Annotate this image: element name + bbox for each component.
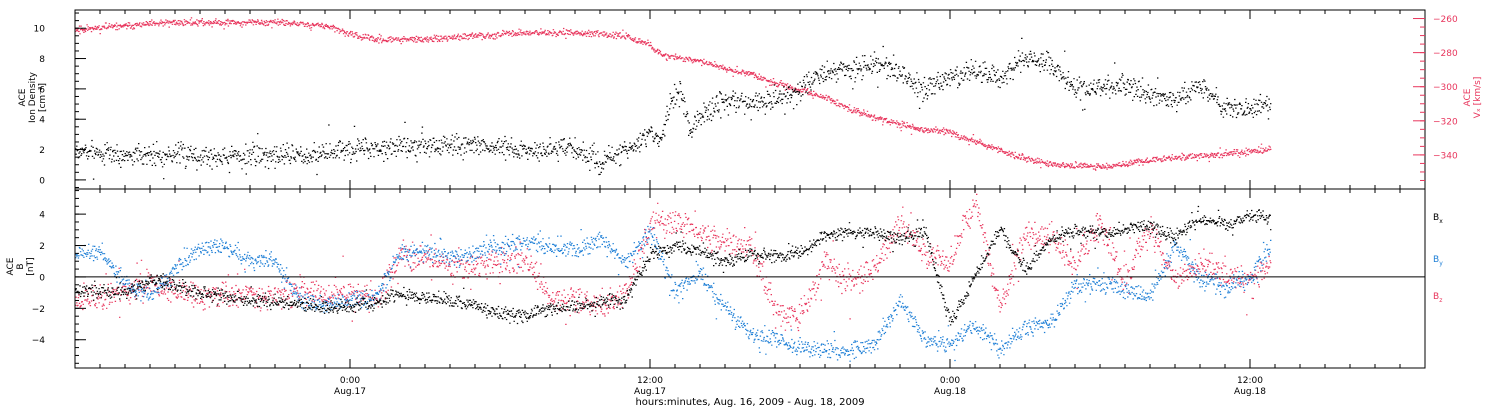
panel-2-frame — [74, 188, 1426, 369]
x-tick-label-time-0: 0:00 — [340, 376, 360, 386]
y-axis-left-2-tick-label: −2 — [32, 305, 45, 315]
y-axis-left-1-tick-label: 6 — [39, 85, 45, 95]
y-axis-1-title: ACE Ion Density [cm⁻³] — [18, 71, 48, 123]
legend-bz: Bz — [1433, 292, 1442, 304]
x-tick-label-time-3: 12:00 — [1237, 376, 1263, 386]
y-axis-left-1-tick-label: 10 — [34, 25, 46, 35]
legend-by: By — [1433, 255, 1443, 267]
x-axis-title: hours:minutes, Aug. 16, 2009 - Aug. 18, … — [635, 397, 864, 408]
points-layer — [75, 17, 1272, 362]
labels-layer: hours:minutes, Aug. 16, 2009 - Aug. 18, … — [6, 15, 1483, 408]
series-by — [75, 225, 1272, 362]
y-axis-right-tick-label: −320 — [1433, 117, 1458, 127]
x-tick-label-date-2: Aug.18 — [934, 387, 966, 397]
x-tick-label-date-0: Aug.17 — [334, 387, 366, 397]
series-ion-density — [75, 37, 1272, 180]
y-axis-right-tick-label: −340 — [1433, 151, 1458, 161]
y-axis-left-1-tick-label: 4 — [39, 116, 45, 126]
y-axis-2-title: ACE B [nT] — [6, 257, 36, 275]
y-axis-2-title-line: [nT] — [26, 257, 36, 275]
x-tick-label-date-1: Aug.17 — [634, 387, 666, 397]
legend-bx: Bx — [1433, 213, 1443, 225]
y-axis-right-title: ACE Vₓ [km/s] — [1463, 77, 1483, 119]
series-by-points — [75, 225, 1272, 362]
y-axis-right-tick-label: −260 — [1433, 15, 1458, 25]
y-axis-left-1-tick-label: 2 — [39, 146, 45, 156]
y-axis-1-title-line: Ion Density — [28, 71, 38, 123]
y-axis-left-2-tick-label: −4 — [32, 336, 46, 346]
y-axis-right-title-line: Vₓ [km/s] — [1473, 77, 1483, 119]
y-axis-left-2-tick-label: 0 — [39, 273, 45, 283]
y-axis-left-1-tick-label: 8 — [39, 55, 45, 65]
y-axis-2-title-line: ACE — [6, 257, 16, 275]
x-tick-label-date-3: Aug.18 — [1234, 387, 1266, 397]
y-axis-left-2-tick-label: 4 — [39, 211, 45, 221]
y-axis-left-1-tick-label: 0 — [39, 176, 45, 186]
y-axis-2-title-line: B — [16, 263, 26, 269]
y-axis-1-title-line: ACE — [18, 88, 28, 106]
y-axis-right-tick-label: −300 — [1433, 83, 1458, 93]
y-axis-right-tick-label: −280 — [1433, 49, 1458, 59]
series-ion-density-points — [75, 37, 1272, 180]
y-axis-left-2-tick-label: 2 — [39, 242, 45, 252]
x-tick-label-time-2: 0:00 — [940, 376, 960, 386]
y-axis-right-title-line: ACE — [1463, 88, 1473, 106]
x-tick-label-time-1: 12:00 — [637, 376, 663, 386]
frame-layer — [74, 9, 1426, 369]
y-axis-1-title-line: [cm⁻³] — [38, 83, 48, 112]
